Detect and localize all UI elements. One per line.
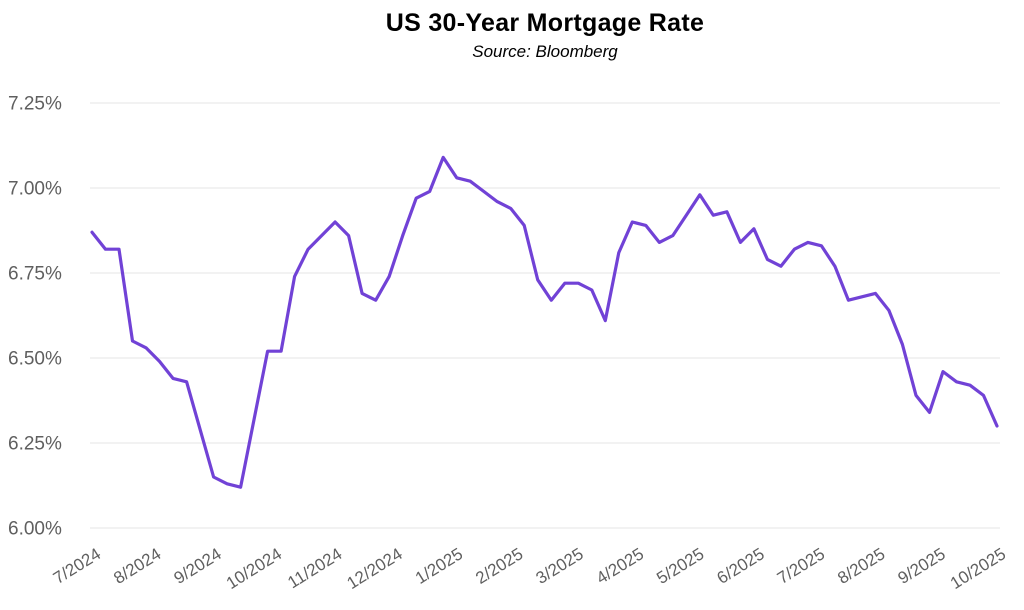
x-tick-label: 4/2025 [593,544,647,588]
x-tick-label: 7/2025 [774,544,828,588]
x-tick-label: 6/2025 [714,544,768,588]
x-tick-label: 10/2024 [223,544,285,593]
y-tick-label: 6.25% [8,434,62,455]
y-tick-label: 6.50% [8,349,62,370]
x-tick-label: 1/2025 [412,544,466,588]
x-tick-label: 10/2025 [947,544,1009,593]
x-tick-label: 2/2025 [472,544,526,588]
y-tick-label: 6.75% [8,264,62,285]
y-tick-label: 7.25% [8,94,62,115]
x-tick-label: 12/2024 [344,544,406,593]
x-tick-label: 8/2025 [834,544,888,588]
x-tick-label: 5/2025 [653,544,707,588]
y-tick-label: 7.00% [8,179,62,200]
gridlines [90,102,1000,529]
x-tick-label: 9/2025 [895,544,949,588]
y-tick-label: 6.00% [8,519,62,540]
x-tick-label: 8/2024 [110,544,164,588]
x-tick-label: 7/2024 [50,544,104,588]
chart-title: US 30-Year Mortgage Rate [386,9,704,37]
x-tick-label: 9/2024 [171,544,225,588]
x-tick-label: 3/2025 [533,544,587,588]
x-tick-label: 11/2024 [284,544,345,592]
rate-line-series [90,155,999,489]
y-axis-tick-labels: 7.25% 7.00% 6.75% 6.50% 6.25% 6.00% [8,94,62,540]
chart-subtitle: Source: Bloomberg [472,42,618,61]
